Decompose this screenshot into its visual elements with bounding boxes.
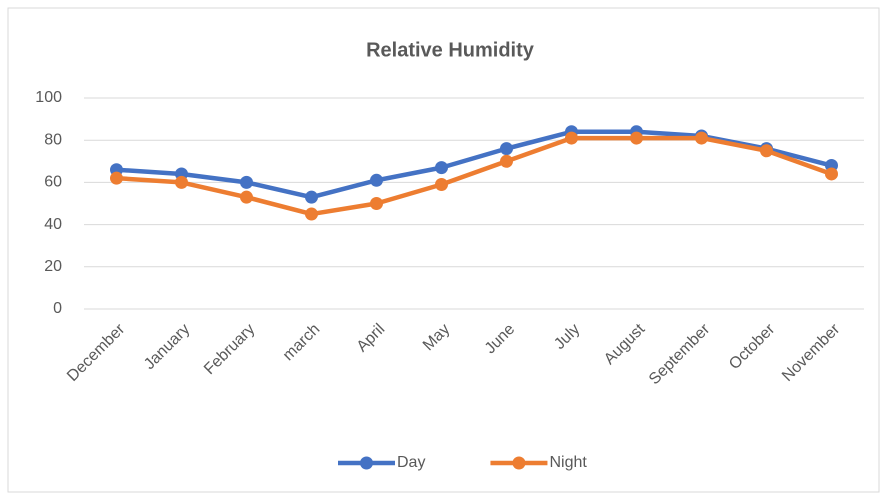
data-point	[305, 190, 318, 204]
data-point	[760, 144, 773, 158]
data-point	[825, 167, 838, 181]
y-tick-label: 0	[53, 300, 62, 317]
data-point	[240, 175, 253, 189]
data-point	[370, 173, 383, 187]
data-point	[500, 154, 513, 168]
data-point	[240, 190, 253, 204]
y-tick-label: 40	[44, 216, 62, 233]
data-point	[500, 142, 513, 156]
data-point	[305, 207, 318, 221]
chart-frame	[7, 7, 880, 493]
legend-marker	[512, 456, 526, 470]
legend-marker	[360, 456, 373, 470]
chart-title: Relative Humidity	[366, 39, 535, 61]
data-point	[370, 197, 383, 210]
data-point	[565, 131, 578, 145]
legend-label: Night	[549, 454, 587, 471]
data-point	[435, 161, 448, 175]
data-point	[110, 171, 123, 185]
y-tick-label: 100	[35, 89, 62, 106]
y-tick-label: 80	[44, 131, 62, 148]
data-point	[695, 131, 708, 145]
data-point	[175, 175, 188, 189]
y-tick-label: 60	[44, 174, 62, 191]
legend-label: Day	[397, 454, 425, 471]
data-line	[114, 135, 834, 217]
y-tick-label: 20	[44, 258, 62, 275]
data-point	[435, 178, 448, 192]
data-point	[630, 131, 643, 145]
